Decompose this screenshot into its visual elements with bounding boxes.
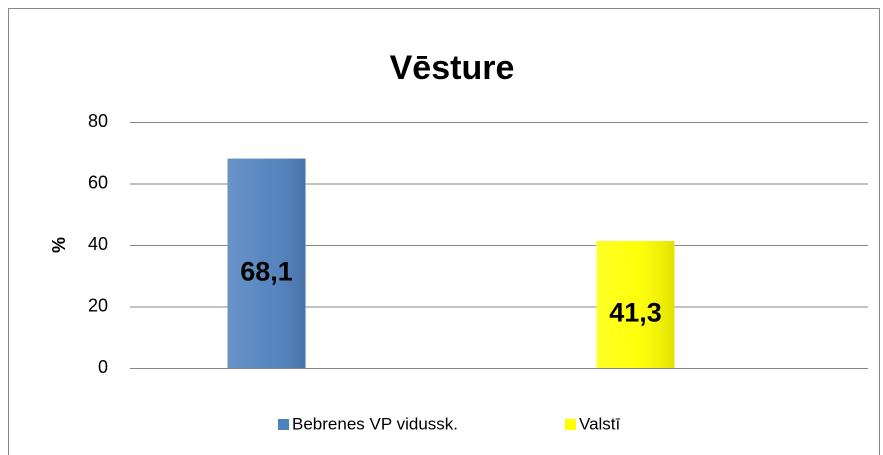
legend-swatch <box>565 419 576 430</box>
legend-label: Valstī <box>579 414 621 433</box>
y-tick-label: 20 <box>88 295 108 315</box>
chart-frame <box>8 8 880 455</box>
legend-swatch <box>278 419 289 430</box>
chart-title: Vēsture <box>390 49 515 87</box>
bar-shade <box>596 241 675 368</box>
data-label: 68,1 <box>240 256 293 286</box>
legend-label: Bebrenes VP vidussk. <box>292 414 458 433</box>
y-tick-label: 0 <box>98 357 108 377</box>
data-label: 41,3 <box>609 298 662 328</box>
y-axis-label: % <box>49 237 69 253</box>
y-tick-label: 60 <box>88 172 108 192</box>
y-tick-label: 80 <box>88 111 108 131</box>
y-tick-label: 40 <box>88 234 108 254</box>
bar-shade <box>227 158 306 368</box>
